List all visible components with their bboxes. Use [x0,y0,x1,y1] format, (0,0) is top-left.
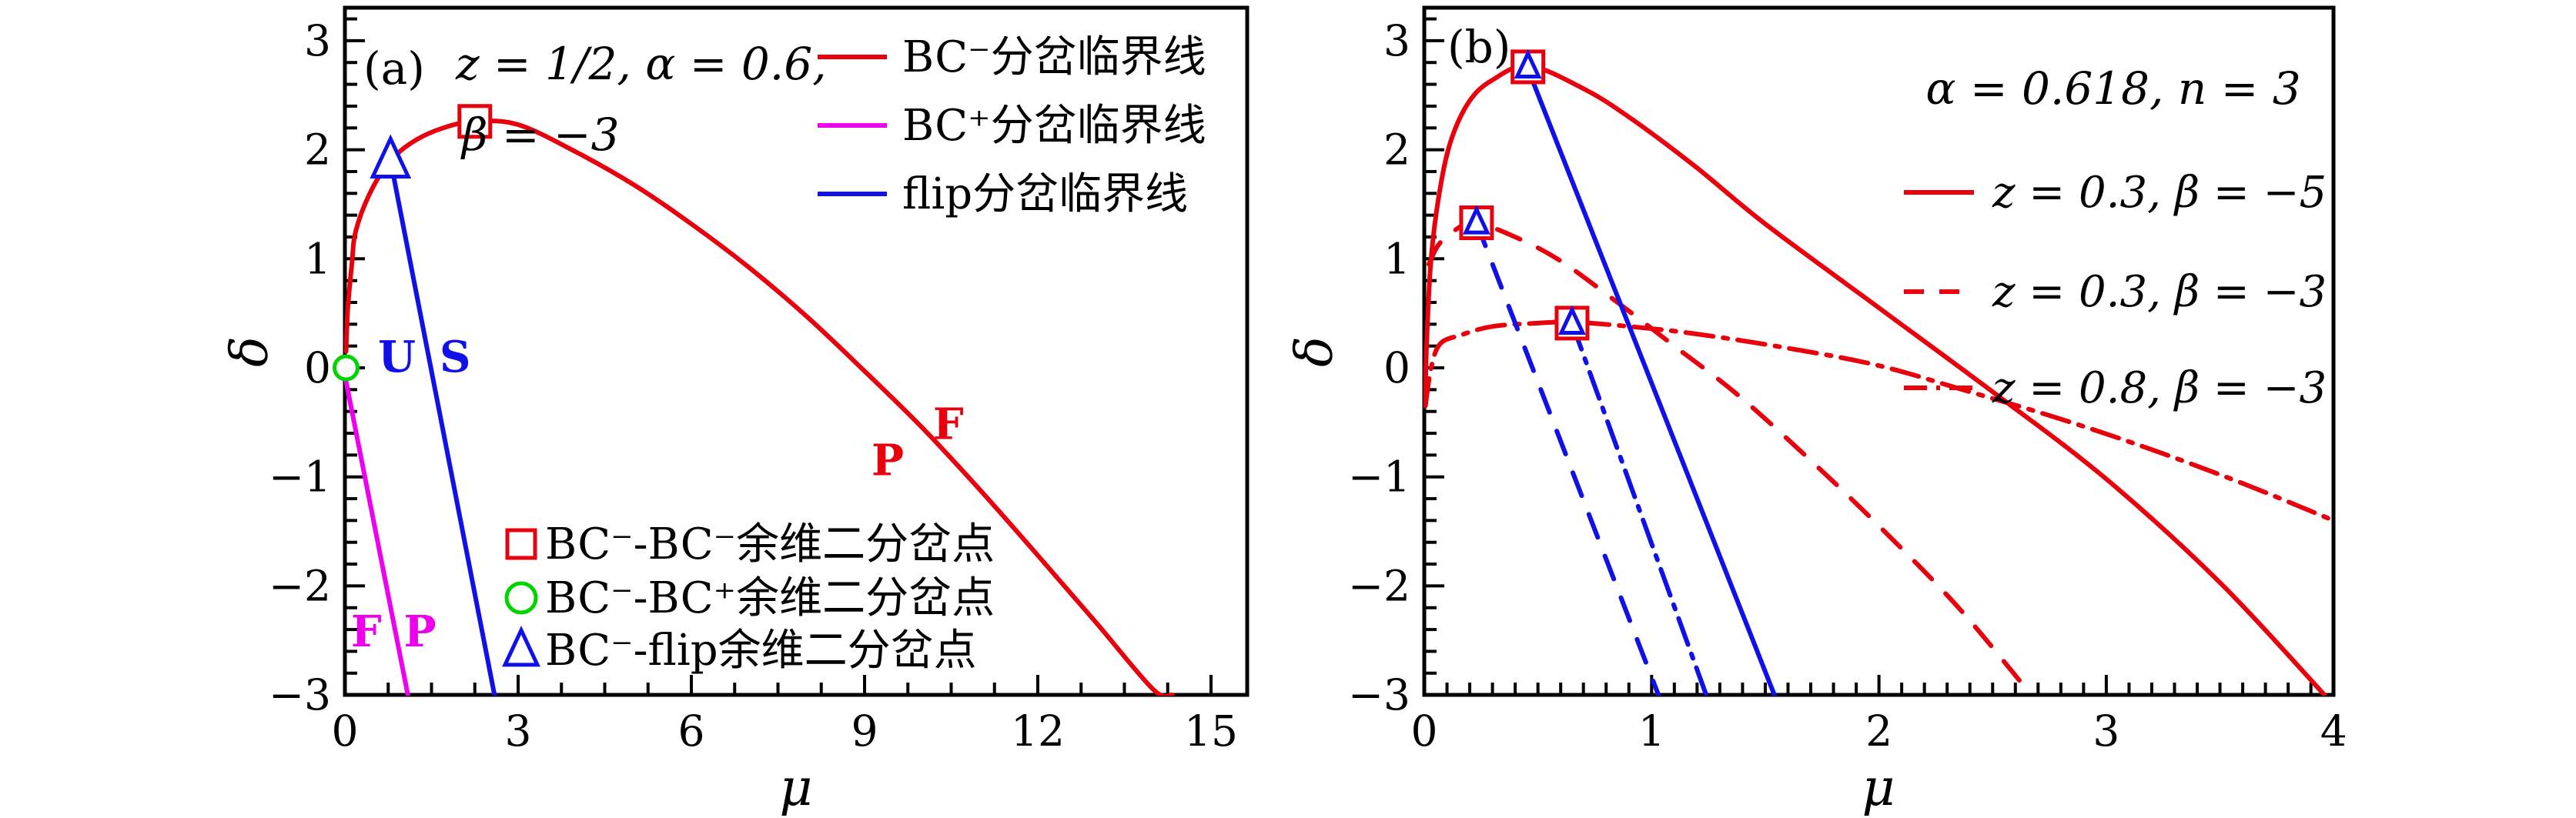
annotation-F: F [351,606,382,657]
legend-line-label-b-2: z = 0.8, β = −3 [1992,363,2327,413]
y-tick-label: −1 [269,452,331,502]
y-tick-label: 1 [304,234,331,283]
panel-a-tag: (a) [363,42,425,95]
marker-square-a [457,104,493,139]
legend-marker-label-a-0: BC⁻-BC⁻余维二分岔点 [545,519,995,569]
marker-triangle-b [1514,48,1542,79]
x-tick-label: 0 [332,706,359,756]
annotation-F: F [933,399,964,450]
legend-marker-label-a-1: BC⁻-BC⁺余维二分岔点 [545,573,995,623]
series-a-1 [344,376,410,696]
marker-triangle-a [370,134,412,179]
series-b-0 [1423,63,2327,696]
legend-line-label-b-1: z = 0.3, β = −3 [1992,267,2327,317]
series-group-a [344,119,1175,696]
marker-circle-a [333,354,360,382]
series-b-3 [1525,66,1777,696]
y-tick-label: 3 [304,16,331,65]
y-tick-label: −1 [1348,452,1410,502]
panel-a-ylabel: δ [219,336,279,367]
legend-marker-label-a-2: BC⁻-flip余维二分岔点 [545,626,977,676]
y-tick-label: 2 [304,125,331,175]
x-tick-label: 1 [1638,706,1665,756]
series-b-4 [1474,220,1661,696]
annotation-U: U [378,332,416,382]
x-tick-label: 12 [1011,706,1065,756]
legend-marker-circle [504,581,538,615]
panel-a-title-line2: β = −3 [462,109,620,161]
y-tick-label: 0 [1383,343,1410,392]
panel-b-legend-title: α = 0.618, n = 3 [1925,62,2301,115]
annotation-P: P [403,606,436,657]
legend-marker-square [505,528,537,560]
y-tick-label: −2 [1348,561,1410,610]
legend-line-label-a-1: BC⁺分岔临界线 [902,101,1206,151]
y-tick-label: 3 [1383,16,1410,65]
x-tick-label: 0 [1411,706,1438,756]
marker-triangle-b [1558,305,1586,336]
x-tick-label: 3 [505,706,532,756]
x-tick-label: 2 [1865,706,1892,756]
panel-a-xlabel: μ [779,758,813,817]
x-tick-label: 6 [678,706,705,756]
y-tick-label: −3 [269,670,331,720]
series-a-2 [388,158,497,696]
x-tick-label: 3 [2093,706,2119,756]
annotation-S: S [440,332,470,382]
legend-line-label-a-0: BC⁻分岔临界线 [902,32,1206,82]
series-b-2 [1423,319,2334,523]
panel-b-xlabel: μ [1862,758,1895,817]
panel-b-ylabel: δ [1284,336,1344,367]
panel-a-title-line1: z = 1/2, α = 0.6, [456,38,827,90]
x-tick-label: 9 [851,706,878,756]
series-a-0 [344,119,1175,696]
marker-triangle-b [1462,205,1490,235]
y-tick-label: −3 [1348,670,1410,720]
x-tick-label: 4 [2320,706,2347,756]
annotation-P: P [871,435,904,486]
legend-marker-triangle [502,626,540,667]
y-tick-label: −2 [269,561,331,610]
legend-line-label-b-0: z = 0.3, β = −5 [1992,168,2327,218]
x-tick-label: 15 [1184,706,1238,756]
y-tick-label: 0 [304,343,331,392]
y-tick-label: 2 [1383,125,1410,175]
series-b-5 [1569,320,1709,696]
panel-b-tag: (b) [1447,21,1511,73]
panel-b: 0 1 2 3 4 −3 −2 −1 0 1 2 3 z = 0.3, β = −5 z = 0.3, β… [1348,5,2347,756]
legend-line-label-a-2: flip分岔临界线 [902,169,1188,219]
y-tick-label: 1 [1383,234,1410,283]
